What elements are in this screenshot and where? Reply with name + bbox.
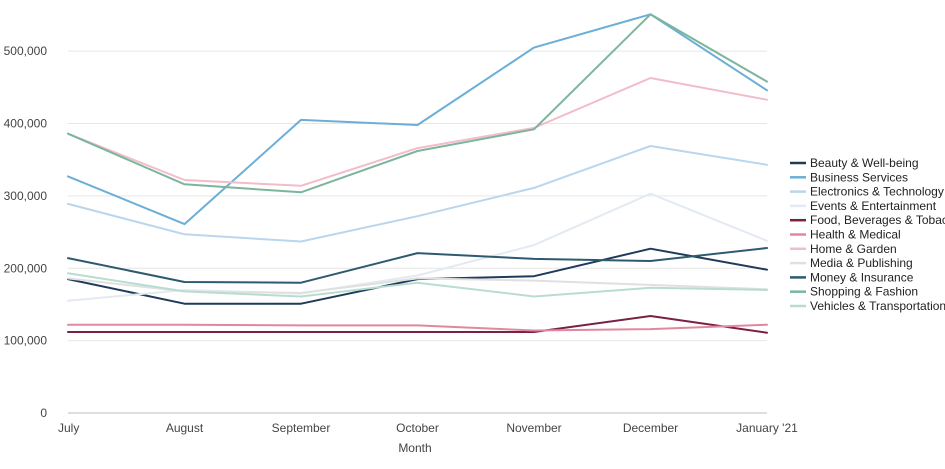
legend-label-food-beverages-tobacco: Food, Beverages & Tobacco: [810, 213, 945, 227]
series-line-money-insurance: [67, 247, 768, 284]
x-tick-label: October: [396, 421, 439, 435]
series-line-shopping-fashion: [67, 13, 768, 194]
legend-label-beauty-well-being: Beauty & Well-being: [810, 156, 919, 170]
legend-label-health-medical: Health & Medical: [810, 228, 901, 242]
legend-label-business-services: Business Services: [810, 170, 908, 184]
x-tick-label: January '21: [736, 421, 798, 435]
series-line-health-medical: [67, 323, 768, 332]
y-tick-label: 100,000: [4, 334, 48, 348]
x-tick-label: December: [623, 421, 678, 435]
series-lines: [67, 13, 768, 334]
y-tick-label: 400,000: [4, 117, 48, 131]
gridlines: [68, 50, 767, 414]
x-axis: July August September October November Decemb…: [58, 421, 798, 435]
series-line-vehicles-transportation: [67, 272, 768, 298]
series-line-business-services: [67, 13, 768, 226]
y-tick-label: 200,000: [4, 261, 48, 275]
legend-label-electronics-technology: Electronics & Technology: [810, 185, 944, 199]
legend-label-events-entertainment: Events & Entertainment: [810, 199, 937, 213]
y-tick-label: 300,000: [4, 189, 48, 203]
y-tick-label: 500,000: [4, 44, 48, 58]
y-axis: 0 100,000 200,000 300,000 400,000 500,000: [4, 44, 48, 420]
x-tick-label: August: [166, 421, 204, 435]
legend-label-media-publishing: Media & Publishing: [810, 256, 913, 270]
x-tick-label: November: [506, 421, 561, 435]
x-axis-title: Month: [398, 441, 431, 455]
legend-label-home-garden: Home & Garden: [810, 242, 897, 256]
legend-label-vehicles-transportation: Vehicles & Transportation: [810, 299, 945, 313]
y-tick-label: 0: [40, 406, 47, 420]
series-line-home-garden: [67, 77, 768, 187]
series-line-events-entertainment: [67, 192, 768, 302]
series-line-electronics-technology: [67, 145, 768, 243]
series-line-food-beverages-tobacco: [67, 315, 768, 334]
legend-label-money-insurance: Money & Insurance: [810, 270, 914, 284]
x-tick-label: July: [58, 421, 79, 435]
x-tick-label: September: [272, 421, 331, 435]
legend-label-shopping-fashion: Shopping & Fashion: [810, 285, 918, 299]
